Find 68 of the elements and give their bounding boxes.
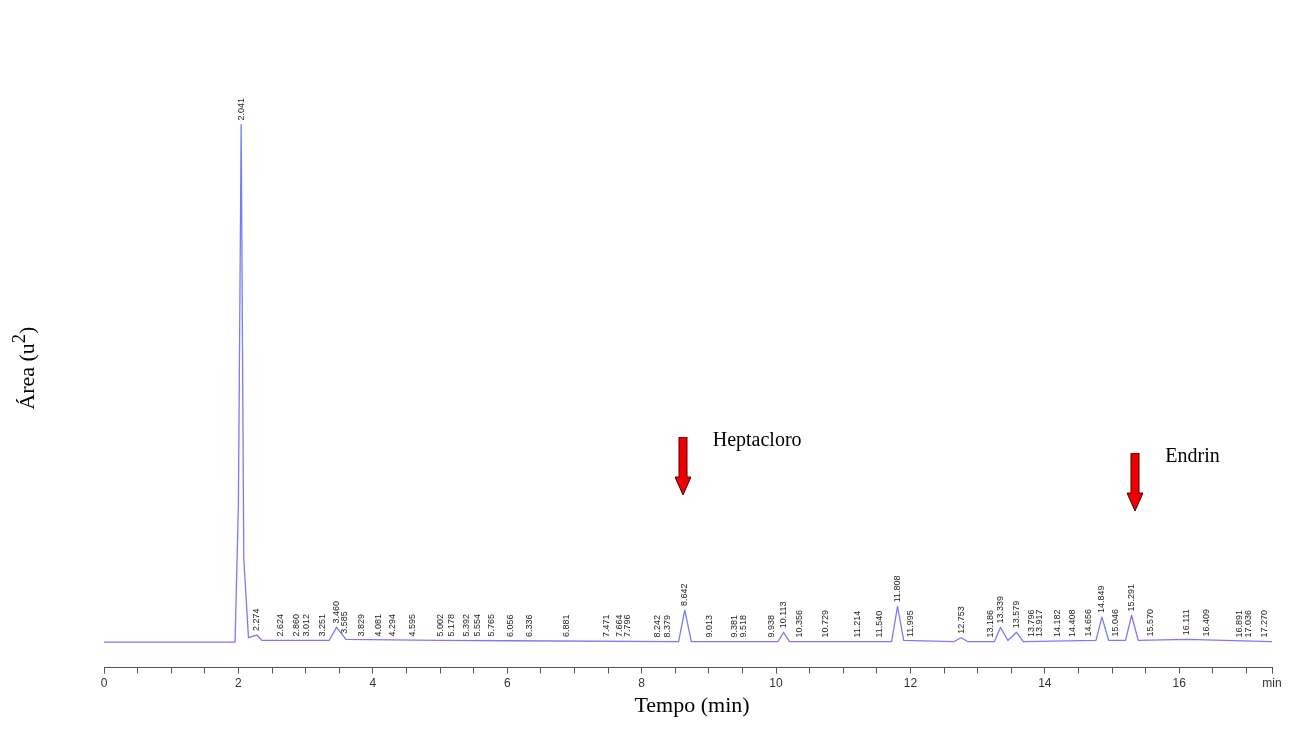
annotation: 7.796 [622,614,633,637]
annotation: 5.765 [485,613,496,637]
annotation: 6.056 [505,614,516,637]
annotation: 2.274 [251,608,262,632]
x-tick-label: min [1262,676,1282,691]
x-tick-label: 12 [903,676,918,691]
annotation: 3.012 [300,613,311,637]
x-tick-label: 0 [100,676,108,691]
x-tick-label: 8 [638,676,646,691]
x-axis-title: Tempo (min) [633,692,751,718]
annotation: 14.408 [1066,609,1077,637]
annotation: 4.294 [387,613,398,637]
annotation: 16.409 [1201,608,1212,637]
annotation: 2.041 [235,98,246,121]
x-tick-label: 16 [1172,676,1187,691]
annotation: 3.460 [331,600,342,624]
annotation: 5.178 [446,613,457,637]
annotation: 10.356 [794,610,805,638]
annotation: 3.585 [339,611,350,634]
annotation: 2.860 [290,613,301,637]
annotation: 13.796 [1025,609,1036,637]
annotation: 7.471 [600,614,611,637]
annotation: 13.917 [1033,609,1044,637]
annotation: 2.624 [274,613,285,637]
annotation: 11.995 [904,610,915,637]
annotation: 17.270 [1259,610,1270,638]
annotation: Endrin [1165,444,1220,467]
annotation: 11.214 [852,610,863,638]
annotation: 7.664 [613,614,624,637]
annotation: 9.381 [728,615,739,638]
annotation: Heptacloro [712,428,802,452]
annotation: 14.656 [1083,608,1094,637]
annotation: 16.891 [1233,610,1244,638]
x-tick-label: 6 [503,676,511,691]
annotation: 5.002 [434,613,445,637]
annotation: 3.829 [355,613,366,637]
annotation: 6.336 [524,614,535,637]
annotation: 11.540 [874,610,885,638]
annotation: 4.595 [407,613,418,637]
x-tick-label: 14 [1038,676,1052,691]
annotation: 10.729 [819,610,830,638]
x-tick-label: 4 [369,676,377,691]
annotation: 8.642 [679,583,690,607]
annotation: 13.186 [984,610,995,638]
annotation: 9.938 [766,615,777,638]
annotation: 14.849 [1096,585,1107,614]
annotation: 15.291 [1126,583,1137,612]
annotation: 11.808 [892,575,903,603]
annotation: 10.113 [778,601,789,629]
annotation: 8.242 [652,615,663,638]
annotation: 8.379 [661,615,672,638]
annotation: 4.081 [372,613,383,637]
annotation: 3.251 [316,613,327,637]
annotation: 9.013 [704,615,715,638]
annotation: 5.392 [460,613,471,637]
annotation: 17.036 [1243,610,1254,638]
annotation: 15.046 [1109,608,1120,637]
annotation: 16.111 [1181,609,1192,636]
x-tick-label: 2 [235,676,243,691]
x-tick-label: 10 [769,676,784,691]
annotation: 12.753 [955,606,966,634]
annotation: 13.579 [1011,600,1022,629]
annotation: 13.339 [994,595,1005,624]
annotation: 5.554 [471,613,482,637]
annotation: 14.182 [1051,609,1062,637]
annotation: 15.570 [1144,608,1155,637]
annotation: 9.518 [738,615,749,638]
annotation: 6.881 [560,614,571,637]
